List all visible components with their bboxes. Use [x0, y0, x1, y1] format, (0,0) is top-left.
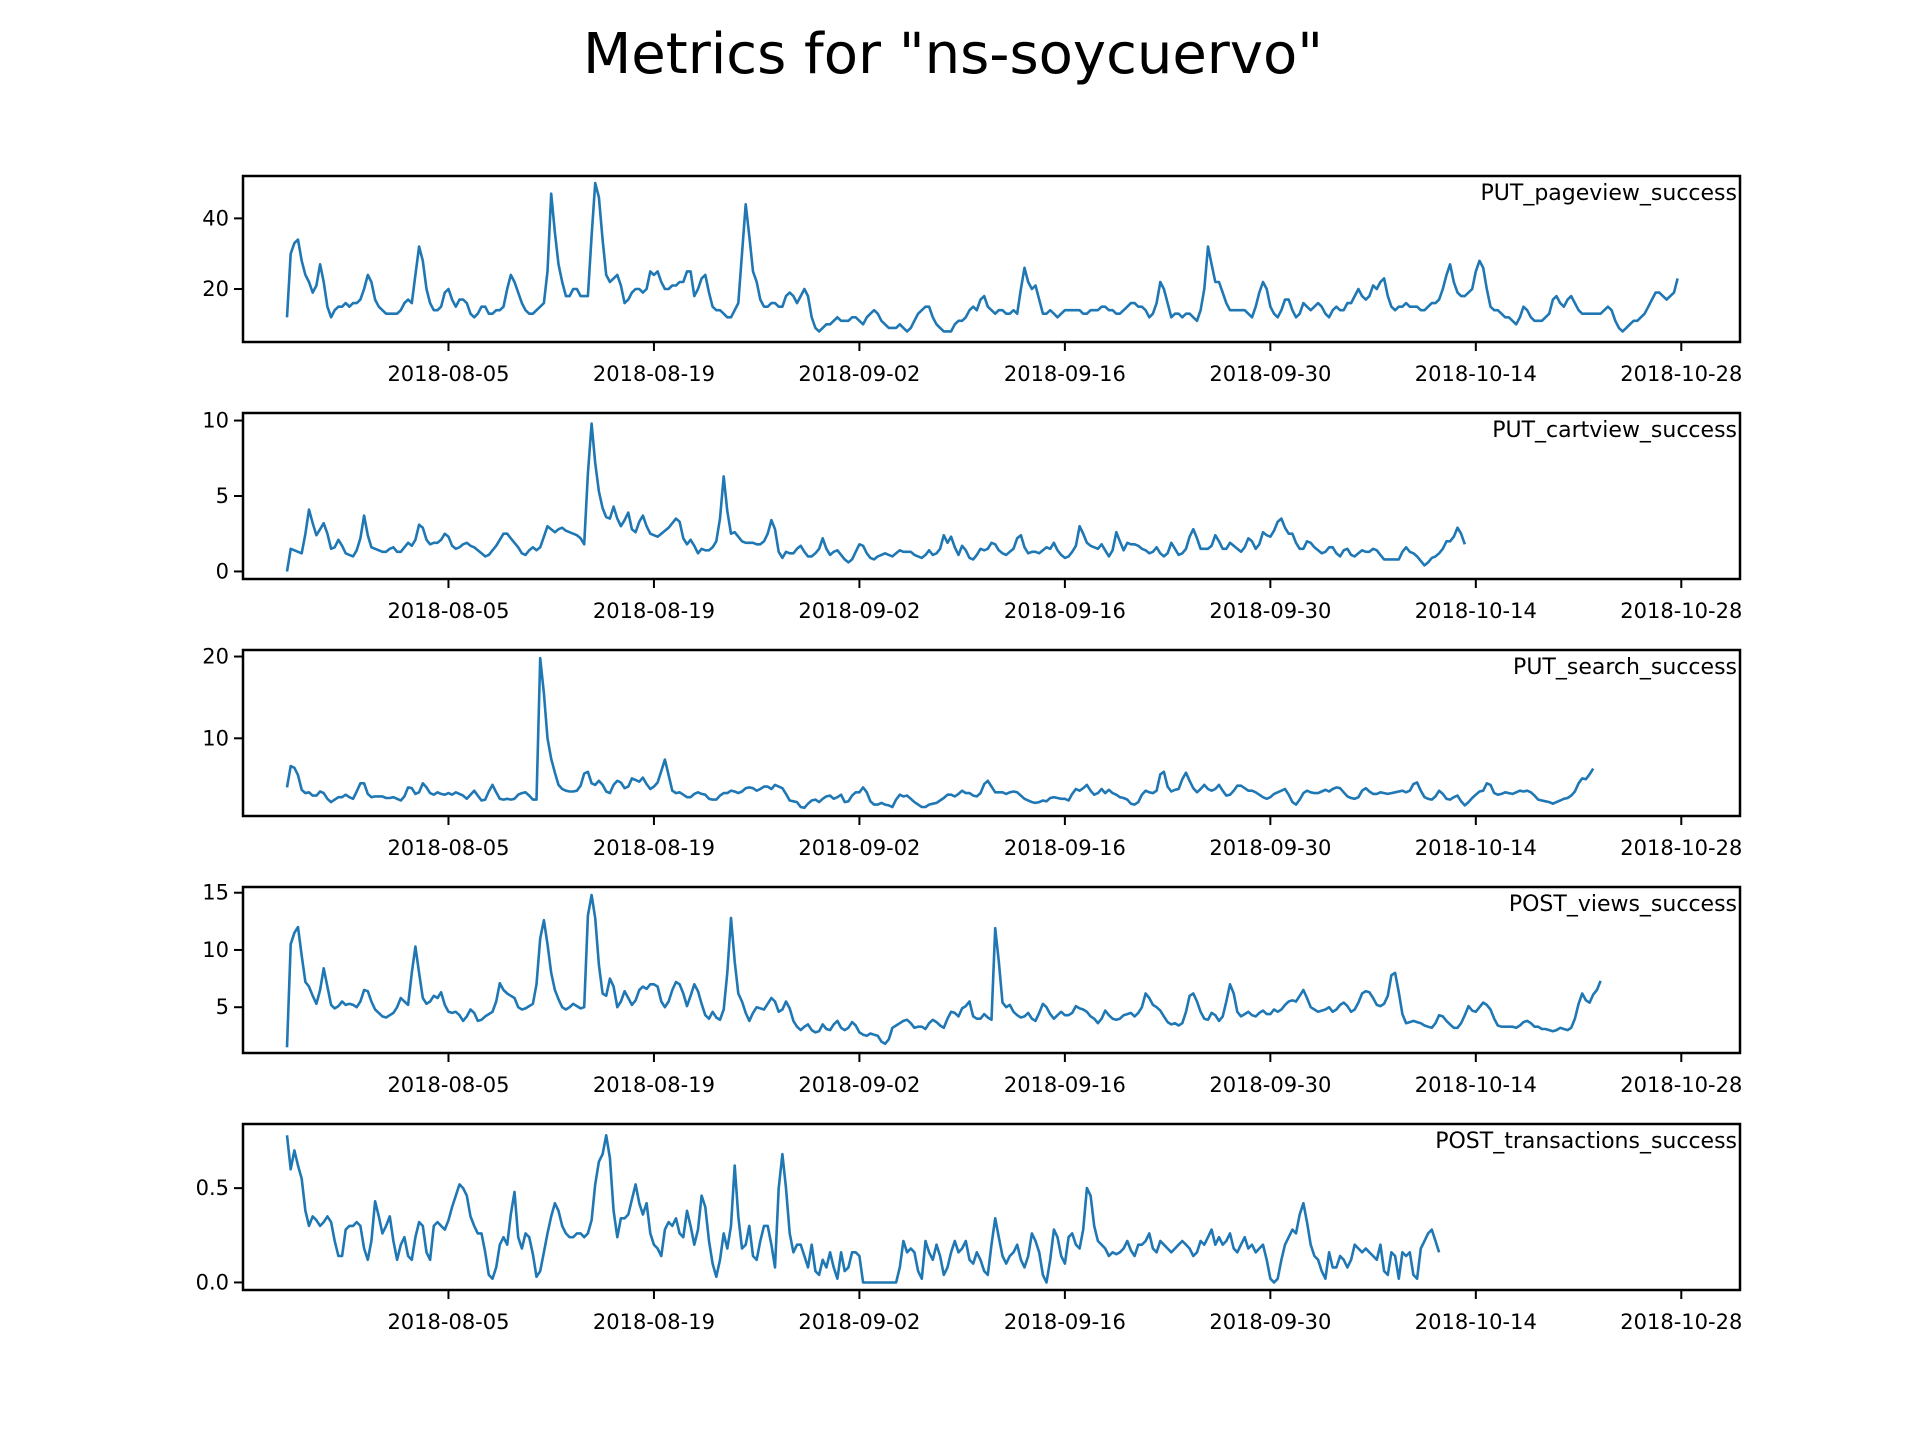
x-tick-label: 2018-10-28 — [1620, 599, 1742, 623]
axes-frame — [241, 1122, 1742, 1292]
x-tick-label: 2018-08-05 — [387, 1073, 509, 1097]
series-label: POST_views_success — [1509, 892, 1737, 917]
series-label: PUT_pageview_success — [1481, 181, 1737, 206]
series-label: PUT_search_success — [1513, 655, 1737, 680]
panel-POST_transactions_success: 0.0 0.5 2018-08-05 2018-08-19 2018-09-02 2018… — [196, 1122, 1742, 1334]
panel-PUT_pageview_success: 20 40 2018-08-05 2018-08-19 2018-09-02 2018-0… — [202, 174, 1742, 386]
series-label: POST_transactions_success — [1435, 1129, 1737, 1154]
series-line-PUT_pageview_success — [285, 181, 1679, 333]
x-tick-label: 2018-09-30 — [1209, 1073, 1331, 1097]
series-line-POST_views_success — [285, 893, 1602, 1048]
x-tick-label: 2018-09-16 — [1004, 1310, 1126, 1334]
x-tick-label: 2018-10-14 — [1415, 362, 1537, 386]
x-tick-label: 2018-09-30 — [1209, 599, 1331, 623]
x-tick-label: 2018-08-19 — [593, 599, 715, 623]
x-tick-label: 2018-10-14 — [1415, 1310, 1537, 1334]
axes-frame — [241, 174, 1742, 344]
x-tick-label: 2018-09-02 — [798, 836, 920, 860]
x-tick-label: 2018-10-28 — [1620, 1310, 1742, 1334]
x-tick-label: 2018-09-16 — [1004, 836, 1126, 860]
x-tick-label: 2018-10-28 — [1620, 836, 1742, 860]
x-tick-label: 2018-09-02 — [798, 599, 920, 623]
panel-POST_views_success: 5 10 15 2018-08-05 2018-08-19 2018-09-02 2018-… — [202, 881, 1742, 1097]
y-tick-label: 10 — [202, 726, 229, 750]
axes-frame — [241, 648, 1742, 818]
x-tick-label: 2018-09-02 — [798, 1310, 920, 1334]
x-tick-label: 2018-08-05 — [387, 599, 509, 623]
x-tick-label: 2018-10-14 — [1415, 599, 1537, 623]
y-tick-label: 10 — [202, 409, 229, 433]
y-tick-label: 40 — [202, 206, 229, 230]
y-tick-label: 0.5 — [196, 1176, 229, 1200]
series-label: PUT_cartview_success — [1492, 418, 1737, 443]
y-tick-label: 0.0 — [196, 1270, 229, 1294]
y-tick-label: 5 — [216, 995, 229, 1019]
x-tick-label: 2018-09-16 — [1004, 599, 1126, 623]
x-tick-label: 2018-08-05 — [387, 836, 509, 860]
x-tick-label: 2018-09-30 — [1209, 362, 1331, 386]
x-tick-label: 2018-09-30 — [1209, 1310, 1331, 1334]
y-tick-label: 20 — [202, 277, 229, 301]
y-tick-label: 0 — [216, 559, 229, 583]
series-line-POST_transactions_success — [285, 1134, 1441, 1284]
x-tick-label: 2018-08-05 — [387, 1310, 509, 1334]
x-tick-label: 2018-09-02 — [798, 1073, 920, 1097]
x-tick-label: 2018-08-19 — [593, 836, 715, 860]
figure-title: Metrics for "ns-soycuervo" — [583, 22, 1323, 87]
y-tick-label: 20 — [202, 645, 229, 669]
panel-PUT_cartview_success: 0 5 10 2018-08-05 2018-08-19 2018-09-02 2018-0… — [202, 409, 1742, 623]
panel-PUT_search_success: 10 20 2018-08-05 2018-08-19 2018-09-02 2018-0… — [202, 645, 1742, 860]
y-tick-label: 5 — [216, 484, 229, 508]
x-tick-label: 2018-10-14 — [1415, 1073, 1537, 1097]
x-tick-label: 2018-08-19 — [593, 1310, 715, 1334]
y-tick-label: 15 — [202, 881, 229, 905]
x-tick-label: 2018-09-30 — [1209, 836, 1331, 860]
x-tick-label: 2018-09-02 — [798, 362, 920, 386]
series-line-PUT_cartview_success — [285, 422, 1467, 572]
x-tick-label: 2018-08-05 — [387, 362, 509, 386]
axes-frame — [241, 885, 1742, 1055]
x-tick-label: 2018-10-14 — [1415, 836, 1537, 860]
y-tick-label: 10 — [202, 938, 229, 962]
x-tick-label: 2018-09-16 — [1004, 1073, 1126, 1097]
series-line-PUT_search_success — [285, 656, 1595, 810]
x-tick-label: 2018-10-28 — [1620, 1073, 1742, 1097]
x-tick-label: 2018-08-19 — [593, 362, 715, 386]
x-tick-label: 2018-08-19 — [593, 1073, 715, 1097]
x-tick-label: 2018-09-16 — [1004, 362, 1126, 386]
x-tick-label: 2018-10-28 — [1620, 362, 1742, 386]
